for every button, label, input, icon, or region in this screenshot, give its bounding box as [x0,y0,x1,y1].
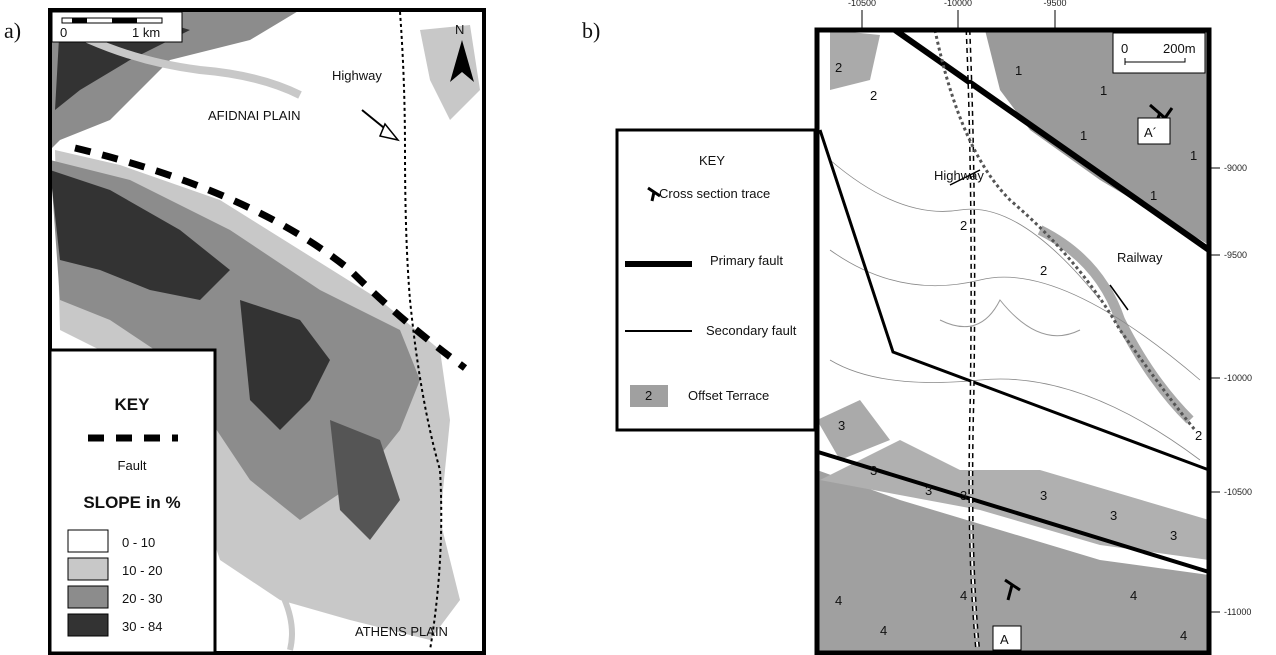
figure: a) 0 1 km N Highway AFIDNAI PLAIN ATHENS… [0,0,1276,655]
legend-item: 20 - 30 [122,591,162,606]
terrace-label: 3 [960,488,967,503]
coordinate-label: -10500 [848,0,876,8]
coordinate-label: -11000 [1224,607,1251,617]
legend-subtitle: SLOPE in % [83,493,180,512]
legend-item: 0 - 10 [122,535,155,550]
place-label: AFIDNAI PLAIN [208,108,300,123]
legend-swatch-label: 2 [645,388,652,403]
legend-item: Primary fault [710,253,783,268]
terrace-label: 3 [1040,488,1047,503]
coordinate-label: -10000 [1224,373,1252,383]
coordinate-label: -10500 [1224,487,1252,497]
legend-title: KEY [699,153,725,168]
panel-label: a) [4,18,21,43]
terrace-label: 4 [1130,588,1137,603]
terrace-label: 3 [1170,528,1177,543]
coordinate-label: -9500 [1224,250,1247,260]
panel-label: b) [582,18,600,43]
terrace-label: 4 [960,588,967,603]
legend-item: Fault [118,458,147,473]
terrace-label: 3 [838,418,845,433]
legend-item: Offset Terrace [688,388,769,403]
terrace-label: 1 [1015,63,1022,78]
scale-start: 0 [60,25,67,40]
terrace-label: 2 [960,218,967,233]
section-end: A´ [1144,125,1157,140]
scale-end: 1 km [132,25,160,40]
terrace-label: 3 [870,463,877,478]
terrace-label: 4 [835,593,842,608]
scale-start: 0 [1121,41,1128,56]
terrace-label: 1 [1190,148,1197,163]
coordinate-label: -9500 [1043,0,1066,8]
legend-swatch [68,558,108,580]
legend-item: Cross section trace [659,186,770,201]
place-label: ATHENS PLAIN [355,624,448,639]
legend-title: KEY [115,395,151,414]
north-label: N [455,22,464,37]
legend-swatch [68,586,108,608]
legend-swatch [68,614,108,636]
section-end: A [1000,632,1009,647]
terrace-label: 4 [880,623,887,638]
legend-item: 10 - 20 [122,563,162,578]
terrace-label: 1 [1080,128,1087,143]
scale-box [52,12,182,42]
legend: KEY Cross section trace Primary fault Se… [617,130,815,430]
legend: KEY Fault SLOPE in % 0 - 10 10 - 20 20 - 3… [50,350,215,653]
highway-label: Highway [934,168,984,183]
terrace-label: 1 [1150,188,1157,203]
terrace-label: 2 [835,60,842,75]
scale-end: 200m [1163,41,1196,56]
terrace-label: 1 [1100,83,1107,98]
terrace-label: 3 [1110,508,1117,523]
terrace-label: 2 [1040,263,1047,278]
terrace-label: 4 [1180,628,1187,643]
terrace-label: 2 [1195,428,1202,443]
railway-label: Railway [1117,250,1163,265]
terrace-label: 3 [925,483,932,498]
legend-item: 30 - 84 [122,619,162,634]
coordinate-label: -10000 [944,0,972,8]
highway-label: Highway [332,68,382,83]
legend-swatch [68,530,108,552]
terrace-label: 2 [870,88,877,103]
legend-item: Secondary fault [706,323,797,338]
coordinate-label: -9000 [1224,163,1247,173]
